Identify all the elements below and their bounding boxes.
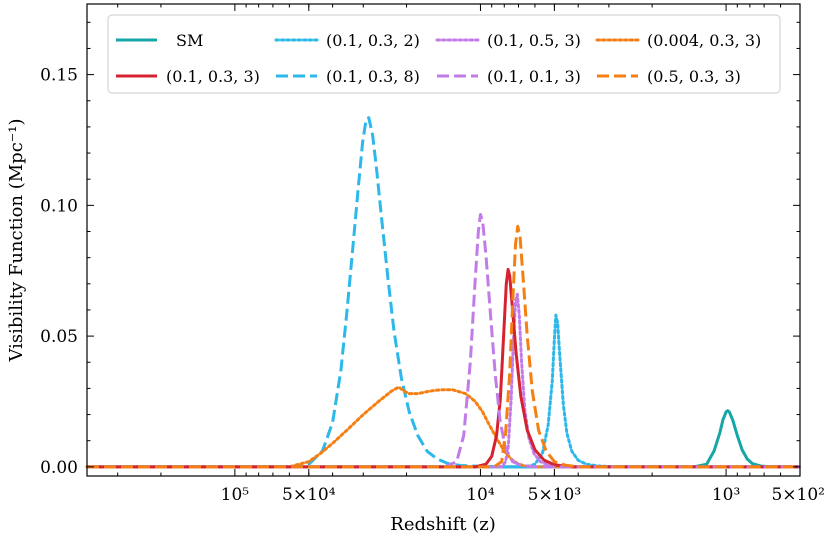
legend-label: (0.5, 0.3, 3) (647, 67, 741, 86)
series-line-6 (87, 267, 800, 469)
legend: SM (0.1, 0.3, 3) (0.1, 0.3, 2) (0.1, 0.3, 8… (107, 14, 781, 94)
legend-entries: SM (0.1, 0.3, 3) (0.1, 0.3, 2) (0.1, 0.3, 8… (116, 31, 761, 86)
x-axis-title: Redshift (z) (390, 514, 495, 535)
x-tick-label: 5×10² (771, 485, 825, 505)
legend-label: (0.1, 0.3, 3) (166, 67, 260, 86)
y-tick-label: 0.00 (40, 458, 78, 478)
series-line-7 (87, 213, 800, 469)
legend-label: (0.1, 0.5, 3) (487, 31, 581, 50)
legend-label: (0.1, 0.3, 8) (326, 67, 420, 86)
series-layer (85, 116, 802, 469)
plot-frame (86, 3, 801, 477)
series-line-3 (87, 116, 800, 469)
x-tick-label: 10⁴ (466, 485, 495, 505)
legend-label: SM (176, 31, 203, 50)
x-tick-label: 10⁵ (221, 485, 250, 505)
legend-label: (0.1, 0.3, 2) (326, 31, 420, 50)
legend-box (107, 14, 781, 94)
y-tick-label: 0.10 (40, 196, 78, 216)
x-tick-label: 5×10³ (528, 485, 582, 505)
y-axis-title: Visibility Function (Mpc⁻¹) (6, 118, 27, 362)
ticks-layer (87, 4, 801, 476)
y-tick-label: 0.15 (40, 66, 78, 86)
x-tick-label: 5×10⁴ (282, 485, 336, 505)
series-line-8 (87, 224, 800, 469)
x-tick-labels: 10⁵ 5×10⁴ 10⁴ 5×10³ 10³ 5×10² (221, 485, 825, 505)
series-line-1 (87, 409, 800, 469)
legend-label: (0.1, 0.1, 3) (487, 67, 581, 86)
x-tick-label: 10³ (712, 485, 740, 505)
y-tick-label: 0.05 (40, 327, 78, 347)
legend-label: (0.004, 0.3, 3) (647, 31, 761, 50)
y-tick-labels: 0.00 0.05 0.10 0.15 (40, 66, 78, 478)
series-line-5 (85, 385, 802, 469)
